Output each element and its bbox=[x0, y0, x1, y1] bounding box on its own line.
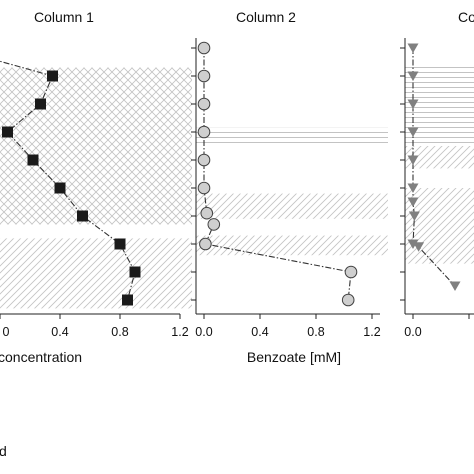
x-ticks-2: 0.0 0.4 0.8 1.2 bbox=[195, 314, 381, 339]
x-tick-label: 0.0 bbox=[404, 325, 421, 339]
data-point bbox=[35, 98, 46, 110]
series-line bbox=[203, 48, 352, 301]
shaded-band-1 bbox=[196, 127, 388, 146]
panel-column-3: Co 0.0 bbox=[400, 9, 474, 339]
data-point bbox=[207, 218, 221, 231]
panel-title-2: Column 2 bbox=[236, 9, 296, 25]
data-point bbox=[54, 182, 66, 194]
data-point bbox=[407, 71, 419, 81]
data-point bbox=[344, 265, 358, 279]
x-tick-label: 0.4 bbox=[51, 325, 68, 339]
x-tick-label: 1.2 bbox=[363, 325, 380, 339]
data-point bbox=[2, 126, 13, 138]
data-point bbox=[197, 41, 211, 55]
series-line bbox=[0, 60, 136, 301]
data-point bbox=[27, 154, 39, 166]
data-point bbox=[47, 70, 58, 82]
x-axis-label-1: concentration bbox=[0, 349, 82, 365]
panel-column-1: Column 1 0 0.4 0.8 1.2 concentration bbox=[0, 9, 192, 365]
data-point bbox=[407, 197, 419, 207]
x-axis-label-2: Benzoate [mM] bbox=[247, 349, 341, 365]
data-point bbox=[129, 266, 141, 278]
shaded-band-2 bbox=[0, 238, 192, 309]
x-tick-label: 0.8 bbox=[111, 325, 128, 339]
panel-title-3-fragment: Co bbox=[458, 9, 474, 25]
shaded-band-3 bbox=[196, 235, 388, 256]
x-tick-label: 0 bbox=[3, 325, 10, 339]
data-point bbox=[407, 99, 419, 109]
shaded-bands-1 bbox=[0, 67, 192, 309]
y-ticks-2 bbox=[191, 47, 196, 301]
panel-title-1: Column 1 bbox=[34, 9, 94, 25]
shaded-band-1 bbox=[405, 64, 474, 146]
x-tick-label: 0.0 bbox=[195, 325, 212, 339]
data-point bbox=[197, 153, 211, 167]
series-1 bbox=[0, 60, 141, 306]
data-point bbox=[407, 155, 419, 165]
shaded-band-2 bbox=[196, 193, 388, 219]
x-tick-label: 1.2 bbox=[171, 325, 188, 339]
data-point bbox=[407, 239, 419, 249]
data-point bbox=[407, 43, 419, 53]
data-point bbox=[197, 125, 211, 139]
panel-column-2: Column 2 0.0 0.4 0.8 1.2 Benzoate [mM] bbox=[191, 9, 388, 365]
footer-fragment: d bbox=[0, 443, 7, 459]
shaded-bands-2 bbox=[196, 127, 388, 256]
shaded-band-2 bbox=[405, 146, 474, 169]
data-point bbox=[407, 127, 419, 137]
data-point bbox=[77, 210, 88, 222]
shaded-bands-3 bbox=[405, 64, 474, 264]
data-point bbox=[197, 69, 211, 83]
data-point bbox=[408, 211, 420, 221]
x-tick-label: 0.8 bbox=[307, 325, 324, 339]
data-point bbox=[341, 293, 355, 307]
data-point bbox=[449, 281, 461, 291]
series-3 bbox=[407, 43, 461, 291]
data-point bbox=[413, 242, 425, 252]
data-point bbox=[197, 97, 211, 111]
data-point bbox=[407, 183, 419, 193]
x-ticks-1: 0 0.4 0.8 1.2 bbox=[0, 314, 189, 339]
data-point bbox=[197, 181, 211, 195]
x-ticks-3: 0.0 bbox=[404, 314, 470, 339]
x-tick-label: 0.4 bbox=[251, 325, 268, 339]
series-2 bbox=[197, 41, 358, 307]
data-point bbox=[114, 238, 126, 250]
data-point bbox=[199, 237, 212, 251]
data-point bbox=[200, 206, 214, 220]
shaded-band-1 bbox=[0, 67, 192, 225]
data-point bbox=[122, 294, 133, 306]
y-ticks-3 bbox=[400, 47, 405, 301]
